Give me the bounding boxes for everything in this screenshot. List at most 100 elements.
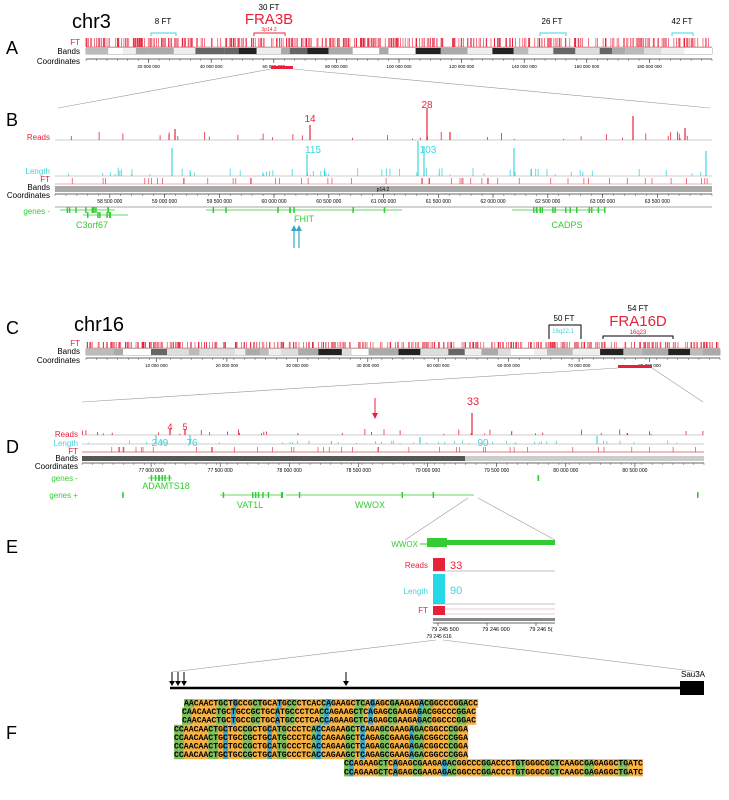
base-cell [384,699,390,708]
coord-tick-label: 79 500 000 [484,468,509,474]
base-cell [257,699,263,708]
base-cell [216,716,222,725]
base-cell [193,724,199,734]
base-cell [404,742,410,751]
base-cell [414,733,420,742]
gene-exon [109,212,111,218]
chromosome-band [684,48,712,54]
base-cell [397,707,403,717]
base-cell [262,699,268,708]
base-cell [294,716,300,725]
base-cell [321,750,327,760]
panel-f: F Sau3A AACAACTGCTGCCGCTGCATGCCCTCACCAGA… [6,670,706,777]
base-cell [316,733,322,742]
track-label-coords-b: Coordinates [7,191,50,200]
base-cell [491,759,497,768]
base-cell [417,707,423,717]
base-cell [226,716,232,725]
base-cell [345,733,351,742]
base-cell [196,707,202,717]
gene-exon [554,207,556,213]
gene-exon [576,207,578,213]
peak-label-76: 76 [186,438,198,449]
base-cell [598,767,604,777]
base-cell [344,767,350,777]
base-cell [326,699,332,708]
track-label-genes-minus-d: genes - [51,474,78,483]
coord-tick-label: 80 000 000 [553,468,578,474]
base-cell [301,699,307,708]
chromosome-band [703,349,720,355]
base-cell [355,733,361,742]
base-cell [353,759,359,768]
base-cell [198,742,204,751]
base-cell [223,750,229,760]
base-cell [228,699,234,708]
coord-tick-label: 63 000 000 [590,199,615,205]
base-cell [211,707,217,717]
red-arrow-d [372,398,378,419]
track-label-genes-b: genes - [23,207,50,216]
base-cell [442,767,448,777]
gene-exon [68,207,71,213]
zoom-line-left-d [404,497,469,541]
sequence-read: CCAGAAGCTCAGAGCGAAGAGACGGCCCGGACCCTGTGGG… [344,768,643,777]
base-cell [296,699,302,708]
base-cell [441,716,447,725]
panel-label-e: E [6,537,18,557]
base-cell [603,759,609,768]
base-cell [370,724,376,734]
base-cell [378,767,384,777]
base-cell [564,767,570,777]
base-cell [252,750,258,760]
chromosome-band [268,349,281,355]
base-cell [422,767,428,777]
coord-tick-label: 30 000 000 [286,363,309,368]
gene-exon [588,207,590,213]
base-cell [437,767,443,777]
track-label-length-e: Length [404,587,428,596]
base-cell [407,767,413,777]
base-cell [262,724,268,734]
base-cell [193,699,199,708]
coord-tick-label: 61 500 000 [426,199,451,205]
ft-bar-e [433,606,445,615]
chromosome-band [534,349,547,355]
base-cell [321,742,327,751]
panel-label-b: B [6,110,18,130]
base-cell [417,759,423,768]
base-cell [628,767,634,777]
gene-exon [267,492,270,498]
base-cell [402,759,408,768]
band-p14-2-b [55,186,712,192]
base-cell [365,699,371,708]
base-cell [325,750,331,760]
base-cell [535,767,541,777]
length-track-d [87,435,678,444]
coord-tick-label: 77 000 000 [139,468,164,474]
base-cell [291,724,297,734]
gene-exon [222,492,225,498]
gene-fhit: FHIT [294,214,314,224]
gene-exon [281,492,283,498]
base-cell [355,699,361,708]
base-cell [281,733,287,742]
fhit-arrows [291,225,302,248]
base-cell [486,759,492,768]
base-cell [466,707,472,717]
coord-tick-label: 79 000 000 [415,468,440,474]
base-cell [428,750,434,760]
base-cell [348,716,354,725]
base-cell [309,716,315,725]
base-cell [414,750,420,760]
coord-tick-label: 160 000 000 [574,64,600,69]
track-label-ft-c: FT [70,339,80,348]
base-cell [291,699,297,708]
base-cell [569,759,575,768]
base-cell [419,724,425,734]
band-label-b: p14.2 [377,187,390,193]
base-cell [252,733,258,742]
base-cell [240,716,246,725]
base-cell [374,742,380,751]
base-cell [389,750,395,760]
